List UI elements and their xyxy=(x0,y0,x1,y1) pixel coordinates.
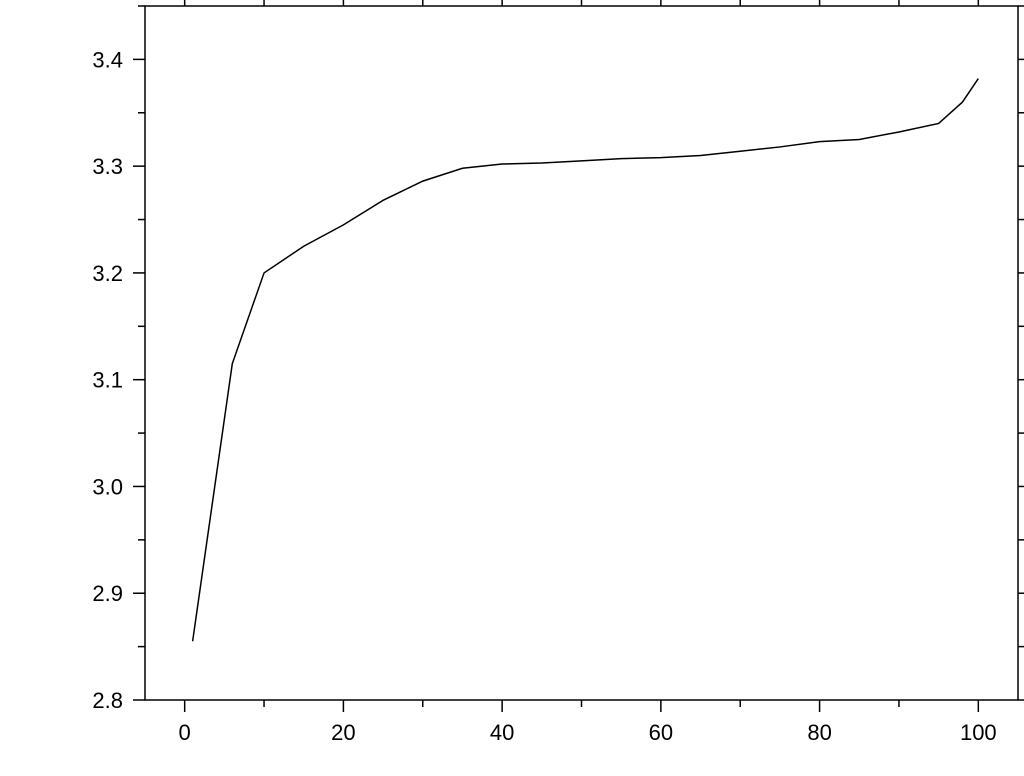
x-tick-label: 60 xyxy=(649,720,673,745)
data-series-line xyxy=(193,79,979,642)
x-tick-label: 100 xyxy=(960,720,997,745)
y-tick-label: 3.4 xyxy=(92,47,123,72)
y-tick-label: 2.8 xyxy=(92,688,123,713)
line-chart: 0 20 40 60 80 100 2.8 2.9 3.0 3.1 3.2 3.3 3.4 xyxy=(0,0,1024,776)
x-tick-label: 40 xyxy=(490,720,514,745)
y-tick-label: 3.0 xyxy=(92,474,123,499)
y-tick-label: 3.2 xyxy=(92,261,123,286)
x-tick-label: 20 xyxy=(331,720,355,745)
plot-frame xyxy=(145,6,1018,700)
x-tick-label: 80 xyxy=(807,720,831,745)
y-tick-label: 2.9 xyxy=(92,581,123,606)
y-tick-label: 3.1 xyxy=(92,368,123,393)
x-tick-label: 0 xyxy=(179,720,191,745)
chart-svg: 0 20 40 60 80 100 2.8 2.9 3.0 3.1 3.2 3.3 3.4 xyxy=(0,0,1024,776)
y-tick-label: 3.3 xyxy=(92,154,123,179)
